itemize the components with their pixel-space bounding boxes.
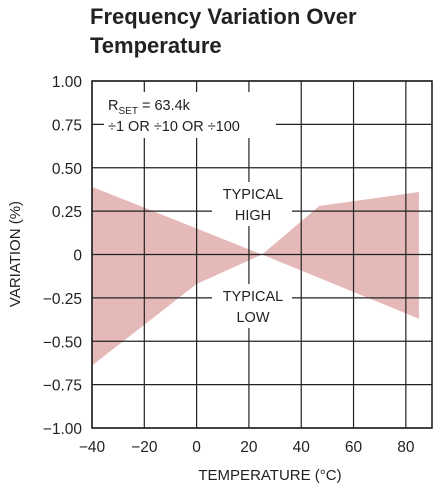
x-tick-label: −20 [131,439,158,456]
plot-frame [91,80,433,429]
chart-title-line-1: Frequency Variation Over [90,4,357,29]
rset-value: = 63.4k [138,98,191,114]
y-tick-label: 0 [73,248,82,265]
y-tick-label: −0.75 [43,378,82,395]
y-tick-label: 0.50 [52,161,83,178]
x-tick-label: −40 [79,439,106,456]
y-tick-label: 0.75 [52,117,82,134]
y-axis-label: VARIATION (%) [7,201,24,307]
y-tick-label: 0.25 [52,204,82,221]
typical-high-label-line-2: HIGH [235,208,271,224]
y-tick-label: −0.50 [43,334,83,351]
y-tick-label: −1.00 [43,421,83,438]
divider-note: ÷1 OR ÷10 OR ÷100 [108,119,240,135]
x-tick-label: 0 [192,439,201,456]
typical-low-label-background [212,284,292,328]
chart-title-line-2: Temperature [90,33,222,58]
x-axis-label: TEMPERATURE (°C) [198,467,341,484]
rset-note: RSET = 63.4k [108,98,191,117]
x-tick-label: 20 [240,439,258,456]
variation-band-area [92,186,419,366]
x-tick-label: 40 [293,439,311,456]
y-tick-labels: 1.00 0.75 0.50 0.25 0 −0.25 −0.50 −0.75 −1.00 [43,74,83,438]
typical-high-label-line-1: TYPICAL [223,187,283,203]
y-tick-label: 1.00 [52,74,83,91]
x-tick-label: 80 [397,439,415,456]
typical-high-label-background [212,182,292,226]
typical-low-label-line-1: TYPICAL [223,289,283,305]
x-tick-labels: −40 −20 0 20 40 60 80 [79,439,415,456]
settings-note-background [104,92,276,138]
rset-prefix: R [108,98,118,114]
variation-band [92,186,419,366]
rset-subscript: SET [118,106,137,117]
y-tick-label: −0.25 [43,291,82,308]
x-tick-label: 60 [345,439,363,456]
typical-low-label-line-2: LOW [236,310,269,326]
